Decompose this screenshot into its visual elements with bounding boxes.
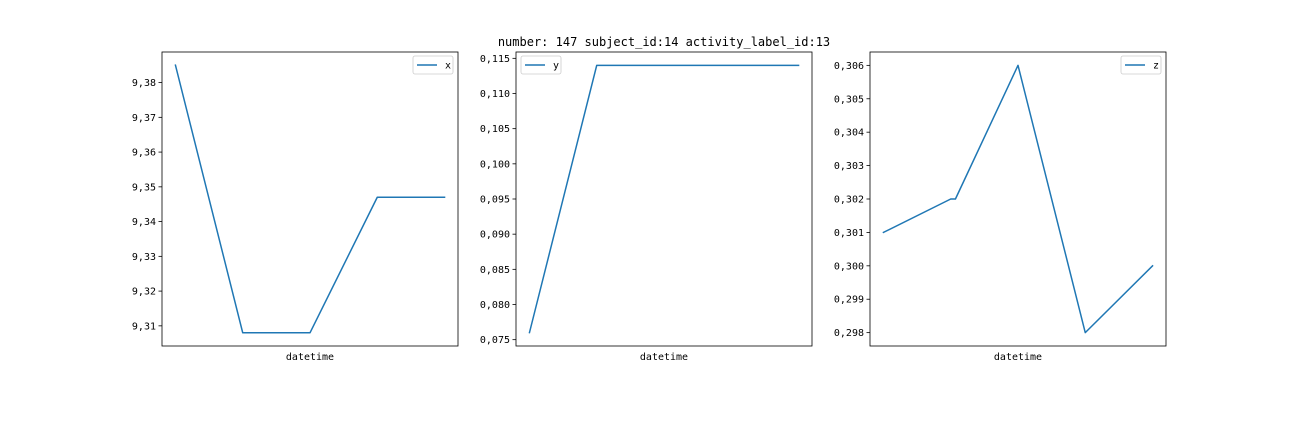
y-tick-label: 9,31 — [132, 321, 156, 332]
y-tick-label: 0,080 — [480, 300, 510, 311]
y-tick-label: 0,085 — [480, 265, 510, 276]
y-tick-label: 0,305 — [834, 94, 864, 105]
x-axis-label: datetime — [640, 352, 688, 363]
y-tick-label: 0,306 — [834, 61, 864, 72]
chart-panel-2: 0,075 0,080 0,085 0,090 0,095 0,100 0,105 0,110… — [480, 51, 813, 363]
y-tick-label: 0,301 — [834, 228, 864, 239]
axes-frame — [161, 51, 459, 347]
x-axis-label: datetime — [286, 352, 334, 363]
y-tick-label: 0,300 — [834, 261, 864, 272]
y-tick-label: 0,115 — [480, 54, 510, 65]
y-tick-label: 0,095 — [480, 195, 510, 206]
legend: x — [412, 55, 454, 75]
x-axis-label: datetime — [994, 352, 1042, 363]
figure-title: number: 147 subject_id:14 activity_label… — [498, 35, 830, 49]
y-tick-label: 9,32 — [132, 287, 156, 298]
y-tick-label: 0,304 — [834, 128, 864, 139]
legend: z — [1120, 55, 1162, 75]
chart-panel-3: 0,298 0,299 0,300 0,301 0,302 0,303 0,304 0,305… — [834, 51, 1167, 363]
y-tick-label: 9,38 — [132, 78, 156, 89]
legend-label: y — [553, 61, 559, 72]
series-line-y — [528, 64, 800, 334]
y-tick-label: 9,35 — [132, 182, 156, 193]
y-tick-label: 0,298 — [834, 328, 864, 339]
y-tick-label: 0,100 — [480, 159, 510, 170]
chart-panel-1: 9,31 9,32 9,33 9,34 9,35 9,36 9,37 9,38 datetime… — [132, 51, 459, 363]
y-tick-label: 0,105 — [480, 124, 510, 135]
y-tick-label: 0,299 — [834, 295, 864, 306]
panels: 9,31 9,32 9,33 9,34 9,35 9,36 9,37 9,38 datetime… — [132, 51, 1167, 363]
y-tick-label: 0,090 — [480, 230, 510, 241]
y-tick-label: 0,302 — [834, 195, 864, 206]
legend-label: z — [1153, 61, 1159, 72]
y-tick-label: 0,303 — [834, 161, 864, 172]
y-tick-label: 0,075 — [480, 335, 510, 346]
y-tick-label: 9,37 — [132, 113, 156, 124]
series-line-z — [882, 64, 1154, 334]
legend-label: x — [445, 61, 451, 72]
legend: y — [520, 55, 562, 75]
y-tick-label: 0,110 — [480, 89, 510, 100]
y-tick-label: 9,36 — [132, 148, 156, 159]
y-tick-label: 9,34 — [132, 217, 156, 228]
series-line-x — [174, 64, 446, 334]
y-tick-label: 9,33 — [132, 252, 156, 263]
